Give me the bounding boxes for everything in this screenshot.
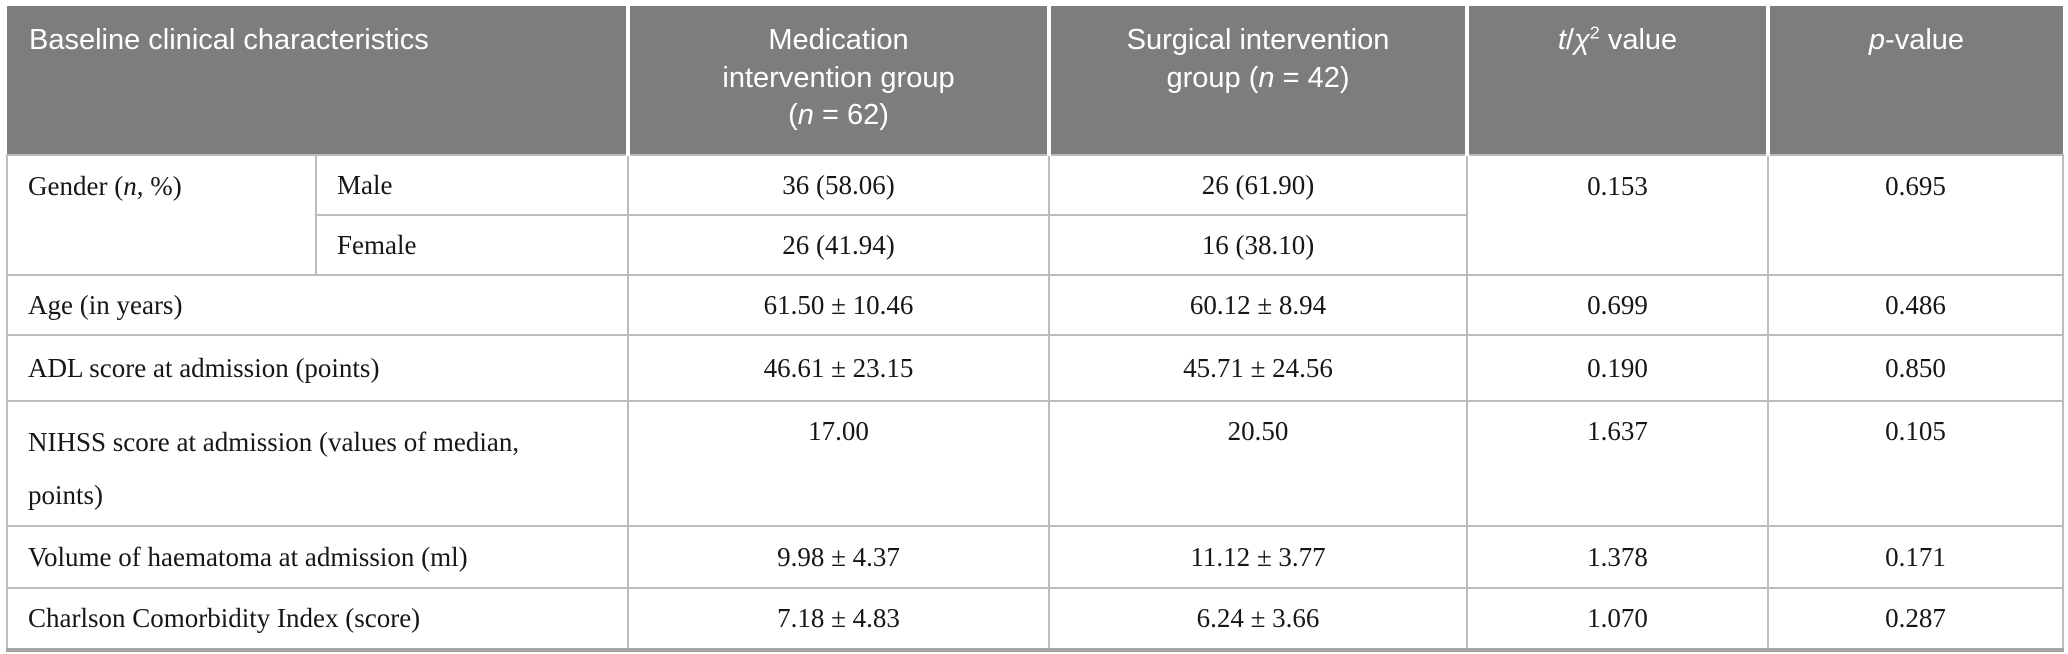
cell-volume-surgical: 11.12 ± 3.77 [1048, 525, 1468, 590]
medication-header-n-prefix: ( [788, 99, 798, 132]
cell-volume-medication: 9.98 ± 4.37 [627, 525, 1050, 590]
cell-female-medication: 26 (41.94) [627, 214, 1050, 276]
table-row-volume: Volume of haematoma at admission (ml) 9.… [6, 525, 2064, 590]
cell-charlson-p: 0.287 [1767, 587, 2064, 652]
cell-adl-p: 0.850 [1767, 334, 2064, 402]
header-p-value: p-value [1766, 6, 2063, 155]
header-statistic-value: t/χ2 value [1465, 6, 1768, 155]
header-baseline-characteristics: Baseline clinical characteristics [7, 6, 628, 155]
cell-adl-label: ADL score at admission (points) [6, 334, 629, 402]
header-medication-group: Medication intervention group (n = 62) [626, 6, 1049, 155]
medication-header-n: n [797, 99, 814, 132]
cell-nihss-medication: 17.00 [627, 399, 1050, 528]
medication-header-line2: intervention group [722, 61, 955, 94]
cell-nihss-label: NIHSS score at admission (values of medi… [6, 399, 629, 528]
gender-label-suffix: , %) [136, 171, 182, 201]
cell-female-label: Female [315, 214, 629, 276]
cell-charlson-label: Charlson Comorbidity Index (score) [6, 587, 629, 652]
cell-gender-statistic: 0.153 [1466, 154, 1769, 276]
surgical-header-n-prefix: group ( [1166, 61, 1259, 94]
cell-male-surgical: 26 (61.90) [1048, 154, 1468, 216]
cell-volume-statistic: 1.378 [1466, 525, 1769, 590]
table-row-gender-female: Female 26 (41.94) 16 (38.10) [7, 214, 2063, 276]
surgical-header-line1: Surgical intervention [1126, 24, 1390, 56]
cell-female-surgical: 16 (38.10) [1048, 214, 1468, 276]
statistic-chi-exponent: 2 [1589, 22, 1600, 43]
cell-adl-surgical: 45.71 ± 24.56 [1048, 334, 1468, 402]
cell-age-label: Age (in years) [6, 274, 629, 336]
table-row-adl: ADL score at admission (points) 46.61 ± … [6, 334, 2064, 402]
cell-gender-p: 0.695 [1767, 154, 2064, 276]
cell-adl-statistic: 0.190 [1466, 334, 1769, 402]
p-value-p: p [1868, 24, 1886, 56]
cell-nihss-statistic: 1.637 [1466, 399, 1769, 528]
cell-adl-medication: 46.61 ± 23.15 [627, 334, 1050, 402]
cell-age-surgical: 60.12 ± 8.94 [1048, 274, 1468, 336]
cell-age-p: 0.486 [1767, 274, 2064, 336]
statistic-chi: χ [1573, 24, 1590, 56]
table-row-age: Age (in years) 61.50 ± 10.46 60.12 ± 8.9… [6, 274, 2064, 336]
cell-volume-label: Volume of haematoma at admission (ml) [6, 525, 629, 590]
header-row: Baseline clinical characteristics Medica… [7, 6, 2063, 155]
cell-volume-p: 0.171 [1767, 525, 2064, 590]
table-row-charlson: Charlson Comorbidity Index (score) 7.18 … [6, 587, 2064, 652]
gender-label-n: n [123, 171, 137, 201]
medication-header-n-suffix: = 62) [813, 99, 889, 132]
cell-charlson-surgical: 6.24 ± 3.66 [1048, 587, 1468, 652]
cell-nihss-surgical: 20.50 [1048, 399, 1468, 528]
cell-age-statistic: 0.699 [1466, 274, 1769, 336]
cell-nihss-p: 0.105 [1767, 399, 2064, 528]
medication-header-line1: Medication [768, 24, 909, 56]
header-surgical-group: Surgical intervention group (n = 42) [1047, 6, 1467, 155]
gender-label-prefix: Gender ( [28, 171, 124, 201]
cell-male-medication: 36 (58.06) [627, 154, 1050, 216]
cell-age-medication: 61.50 ± 10.46 [627, 274, 1050, 336]
statistic-slash: / [1565, 24, 1574, 56]
statistic-t: t [1557, 24, 1566, 56]
surgical-header-n: n [1258, 61, 1275, 94]
cell-charlson-medication: 7.18 ± 4.83 [627, 587, 1050, 652]
baseline-characteristics-table: Baseline clinical characteristics Medica… [6, 6, 2064, 653]
cell-gender-label: Gender (n, %) [6, 154, 317, 276]
table-row-gender-male: Gender (n, %) Male 36 (58.06) 26 (61.90)… [6, 154, 2064, 276]
statistic-value-label: value [1599, 24, 1678, 56]
p-value-label: -value [1885, 24, 1965, 56]
cell-charlson-statistic: 1.070 [1466, 587, 1769, 652]
table-row-nihss: NIHSS score at admission (values of medi… [6, 399, 2064, 528]
surgical-header-n-suffix: = 42) [1274, 61, 1350, 94]
cell-male-label: Male [315, 154, 629, 216]
